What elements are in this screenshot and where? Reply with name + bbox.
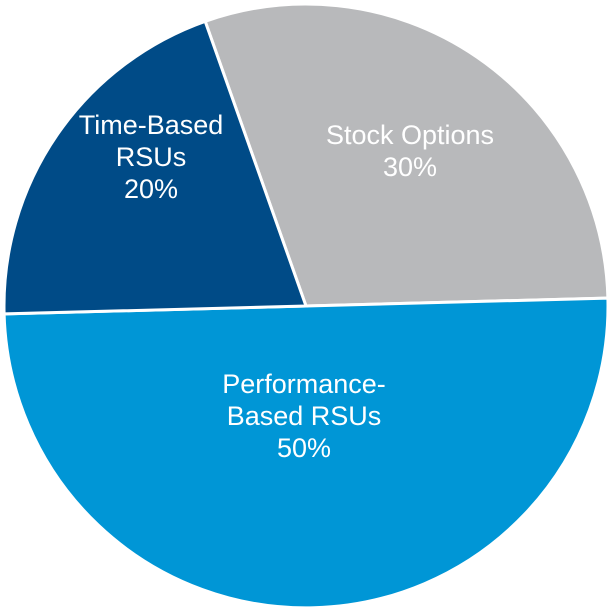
pie-slice-value-1: 50%: [277, 433, 331, 463]
pie-slice-2: [2, 19, 309, 316]
pie-slice-label-2: Time-Based RSUs 20%: [79, 110, 224, 204]
pie-slice-label-1: Performance-Based RSUs 50%: [222, 369, 386, 463]
pie-slice-name-0-0: Stock Options: [326, 120, 494, 150]
pie-slice-value-2: 20%: [124, 174, 178, 204]
pie-slice-label-0: Stock Options 30%: [326, 120, 494, 182]
pie-slice-name-2-0: Time-Based: [79, 110, 224, 140]
pie-slice-name-1-0: Performance-: [222, 369, 386, 399]
pie-slice-name-1-1: Based RSUs: [227, 401, 382, 431]
pie-labels: Stock Options 30% Performance-Based RSUs 50…: [79, 110, 494, 463]
pie-slice-1: [2, 296, 610, 610]
pie-slice-value-0: 30%: [383, 152, 437, 182]
pie-slice-0: [203, 2, 610, 308]
pie-slice-name-2-1: RSUs: [116, 142, 187, 172]
